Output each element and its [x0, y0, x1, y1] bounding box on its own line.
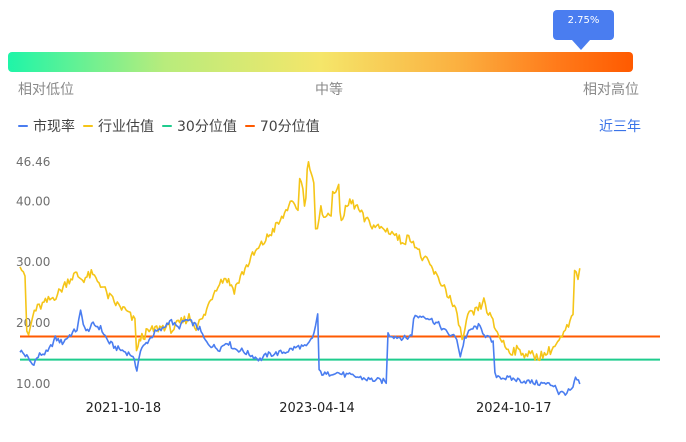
gauge-label-high: 相对高位 — [583, 82, 639, 98]
series-line-0 — [19, 309, 581, 396]
legend-item-p30[interactable]: 30分位值 — [162, 116, 237, 136]
tooltip-arrow — [572, 40, 590, 50]
range-selector-three-years[interactable]: 近三年 — [599, 119, 641, 135]
y-tick-label: 46.46 — [16, 155, 50, 169]
legend-label: 市现率 — [33, 119, 75, 135]
x-tick-label: 2021-10-18 — [86, 401, 162, 416]
legend-label: 30分位值 — [177, 119, 237, 135]
y-tick-label: 30.00 — [16, 255, 50, 269]
legend-swatch — [18, 125, 28, 127]
legend-swatch — [83, 125, 93, 127]
y-tick-label: 40.00 — [16, 194, 50, 208]
legend-item-pcf[interactable]: 市现率 — [18, 116, 75, 136]
legend-item-p70[interactable]: 70分位值 — [244, 116, 320, 136]
series-line-1 — [19, 161, 581, 362]
y-tick-label: 10.00 — [16, 377, 50, 391]
x-tick-label: 2024-10-17 — [476, 401, 552, 416]
legend-item-industry[interactable]: 行业估值 — [83, 116, 154, 136]
gauge-label-mid: 中等 — [315, 82, 343, 98]
legend-swatch — [244, 125, 255, 127]
y-tick-label: 20.00 — [16, 316, 50, 330]
legend-label: 行业估值 — [98, 119, 154, 135]
legend-swatch — [162, 125, 172, 127]
legend-label: 70分位值 — [259, 119, 320, 135]
gauge-label-low: 相对低位 — [18, 82, 74, 98]
x-tick-label: 2023-04-14 — [279, 401, 355, 416]
percentile-tooltip: 2.75% — [553, 10, 614, 40]
chart-legend: 市现率 行业估值 30分位值 70分位值 — [18, 116, 328, 136]
valuation-gradient-bar — [8, 52, 633, 72]
